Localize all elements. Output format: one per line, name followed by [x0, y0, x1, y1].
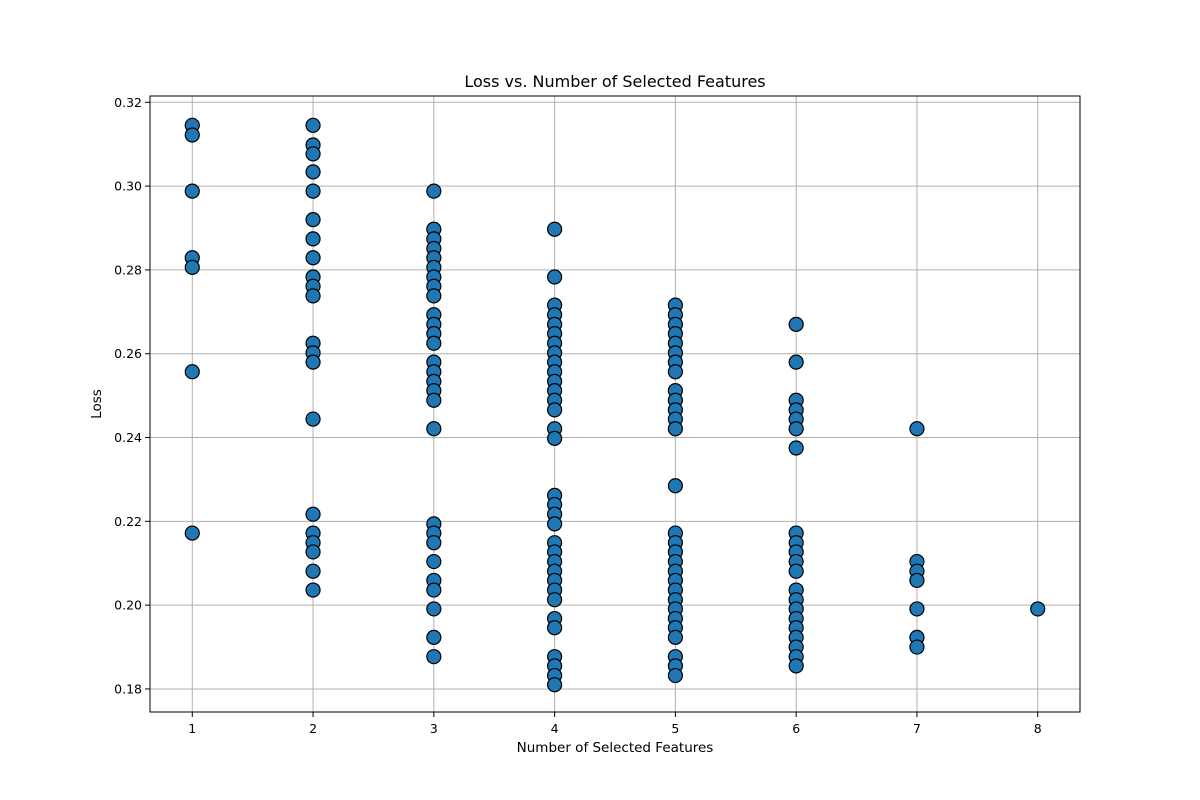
data-point	[788, 316, 804, 332]
y-axis-ticks: 0.18 0.20 0.22 0.24 0.26 0.28 0.30 0.32	[114, 95, 150, 696]
x-tick-label: 7	[913, 721, 921, 736]
data-point	[305, 354, 321, 370]
data-point	[426, 392, 442, 408]
data-point	[547, 430, 563, 446]
y-tick-label: 0.22	[114, 514, 142, 529]
y-tick-label: 0.28	[114, 262, 142, 277]
data-point	[305, 288, 321, 304]
data-point	[547, 677, 563, 693]
data-points	[184, 117, 1046, 693]
data-point	[909, 572, 925, 589]
data-point	[547, 516, 563, 532]
data-point	[426, 183, 442, 199]
data-point	[909, 601, 925, 617]
data-point	[667, 478, 683, 494]
data-point	[426, 335, 442, 351]
data-point	[788, 658, 804, 674]
x-tick-label: 8	[1034, 721, 1042, 736]
data-point	[305, 183, 321, 199]
x-tick-label: 3	[430, 721, 438, 736]
data-point	[184, 127, 200, 143]
data-point	[305, 582, 321, 598]
data-point	[426, 601, 442, 617]
data-point	[305, 250, 321, 266]
data-point	[305, 212, 321, 228]
data-point	[1030, 601, 1046, 617]
data-point	[667, 421, 683, 437]
y-axis-label: Loss	[89, 389, 105, 419]
data-point	[305, 411, 321, 427]
data-point	[547, 592, 563, 608]
data-point	[547, 269, 563, 285]
data-point	[667, 364, 683, 380]
data-point	[426, 582, 442, 598]
data-point	[909, 639, 925, 655]
y-tick-label: 0.32	[114, 95, 142, 110]
x-axis-ticks: 1 2 3 4 5 6 7 8	[188, 712, 1042, 736]
data-point	[184, 259, 200, 275]
y-tick-label: 0.30	[114, 179, 142, 194]
data-point	[667, 667, 683, 684]
y-tick-label: 0.26	[114, 346, 142, 361]
y-tick-label: 0.24	[114, 430, 142, 445]
data-point	[909, 421, 925, 437]
y-tick-label: 0.18	[114, 681, 142, 696]
data-point	[788, 421, 804, 437]
data-point	[305, 544, 321, 560]
data-point	[305, 117, 321, 133]
data-point	[184, 183, 200, 199]
data-point	[667, 629, 683, 646]
data-point	[184, 525, 200, 541]
plot-area-frame	[149, 95, 1081, 713]
data-point	[788, 354, 804, 370]
chart-title: Loss vs. Number of Selected Features	[464, 72, 765, 91]
data-point	[788, 440, 804, 456]
data-point	[547, 620, 563, 636]
data-point	[426, 421, 442, 437]
data-point	[426, 649, 442, 665]
data-point	[547, 221, 563, 237]
data-point	[547, 402, 563, 418]
data-point	[426, 629, 442, 646]
data-point	[426, 535, 442, 551]
x-axis-label: Number of Selected Features	[517, 740, 714, 756]
data-point	[305, 506, 321, 522]
x-tick-label: 6	[792, 721, 800, 736]
data-point	[305, 563, 321, 579]
data-point	[305, 146, 321, 162]
x-tick-label: 4	[551, 721, 559, 736]
data-point	[426, 553, 442, 570]
data-point	[184, 364, 200, 380]
data-point	[426, 288, 442, 304]
y-tick-label: 0.20	[114, 598, 142, 613]
data-point	[788, 563, 804, 579]
data-point	[305, 231, 321, 247]
x-tick-label: 2	[309, 721, 317, 736]
data-point	[305, 164, 321, 180]
x-tick-label: 5	[671, 721, 679, 736]
x-tick-label: 1	[188, 721, 196, 736]
